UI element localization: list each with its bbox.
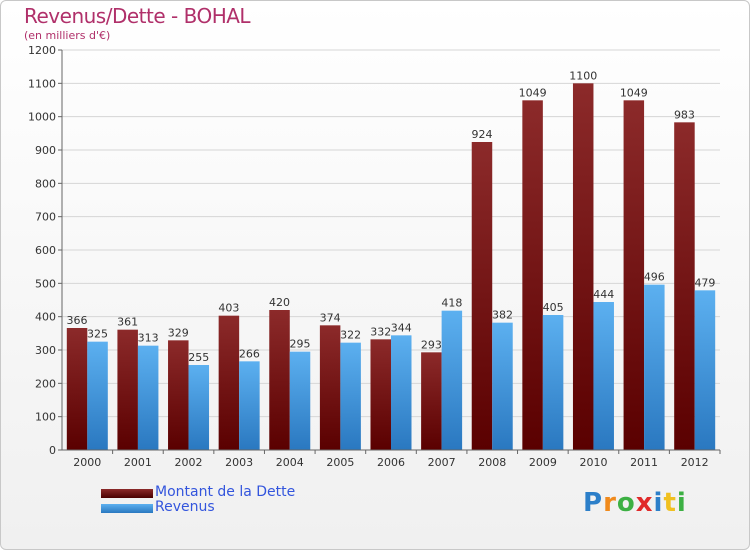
bar-debt <box>421 352 442 450</box>
bar-debt <box>674 122 695 450</box>
y-tick-label: 1100 <box>28 77 56 90</box>
data-label-revenue: 313 <box>138 332 159 345</box>
y-tick-label: 200 <box>35 377 56 390</box>
logo-letter: P <box>583 488 604 518</box>
data-label-debt: 361 <box>117 316 138 329</box>
bar-revenue <box>87 341 108 450</box>
bar-debt <box>66 328 88 450</box>
bar-revenue <box>593 302 614 450</box>
legend-label-debt: Montant de la Dette <box>155 484 296 500</box>
x-tick-label: 2009 <box>529 456 557 469</box>
logo-letter: i <box>676 488 687 518</box>
bar-debt <box>572 83 594 450</box>
y-tick-label: 100 <box>35 411 56 424</box>
y-tick-label: 500 <box>35 277 56 290</box>
bar-revenue <box>694 290 716 450</box>
data-label-revenue: 322 <box>340 329 361 342</box>
bar-revenue <box>441 310 463 450</box>
data-label-revenue: 382 <box>492 309 513 322</box>
logo-letter: o <box>616 488 636 518</box>
legend-swatch-revenue <box>101 504 153 513</box>
data-label-debt: 403 <box>218 302 239 315</box>
data-label-debt: 1100 <box>569 69 597 82</box>
y-tick-label: 700 <box>35 211 56 224</box>
x-tick-label: 2007 <box>428 456 456 469</box>
data-label-revenue: 496 <box>644 271 665 284</box>
y-tick-label: 800 <box>35 177 56 190</box>
data-label-debt: 329 <box>168 326 189 339</box>
data-label-revenue: 344 <box>391 321 412 334</box>
x-tick-label: 2002 <box>175 456 203 469</box>
x-tick-label: 2010 <box>579 456 607 469</box>
bar-debt <box>370 339 391 450</box>
y-tick-label: 300 <box>35 344 56 357</box>
bar-debt <box>269 310 290 450</box>
data-label-debt: 1049 <box>620 86 648 99</box>
data-label-debt: 420 <box>269 296 290 309</box>
logo-letter: i <box>653 488 664 518</box>
y-axis-ticks: 0 100 200 300 400 500 600 700 800 900 1000 1100 1200 <box>28 44 56 457</box>
chart-subtitle: (en milliers d'€) <box>24 29 111 42</box>
chart-title: Revenus/Dette - BOHAL <box>24 4 251 28</box>
data-label-debt: 983 <box>674 108 695 121</box>
data-label-debt: 924 <box>471 128 492 141</box>
bar-debt <box>218 315 240 450</box>
y-tick-label: 400 <box>35 311 56 324</box>
bar-revenue <box>137 345 159 450</box>
bar-debt <box>623 100 645 450</box>
bar-revenue <box>289 351 311 450</box>
x-axis-ticks: 2000 2001 2002 2003 2004 2005 2006 2007 2008 2009… <box>73 450 721 469</box>
data-label-revenue: 266 <box>239 347 260 360</box>
data-label-revenue: 405 <box>543 301 564 314</box>
y-tick-label: 1200 <box>28 44 56 57</box>
logo-letter: t <box>663 488 677 518</box>
bar-revenue <box>239 361 260 450</box>
x-tick-label: 2008 <box>478 456 506 469</box>
bar-debt <box>168 340 189 450</box>
legend-label-revenue: Revenus <box>155 499 215 515</box>
y-tick-label: 600 <box>35 244 56 257</box>
bar-debt <box>522 100 543 450</box>
data-label-revenue: 255 <box>188 351 209 364</box>
x-tick-label: 2003 <box>225 456 253 469</box>
data-label-debt: 374 <box>320 311 341 324</box>
x-tick-label: 2004 <box>276 456 304 469</box>
data-label-revenue: 325 <box>87 328 108 341</box>
x-tick-label: 2006 <box>377 456 405 469</box>
data-label-revenue: 295 <box>290 338 311 351</box>
bar-revenue <box>644 284 665 450</box>
bar-debt <box>471 142 493 450</box>
bar-revenue <box>542 315 564 450</box>
x-tick-label: 2011 <box>630 456 658 469</box>
x-tick-label: 2012 <box>681 456 709 469</box>
logo-letter: x <box>635 488 654 518</box>
data-label-debt: 293 <box>421 338 442 351</box>
bar-revenue <box>340 342 361 450</box>
y-tick-label: 0 <box>49 444 56 457</box>
data-label-revenue: 418 <box>441 297 462 310</box>
legend-swatch-debt <box>101 489 153 498</box>
x-tick-label: 2001 <box>124 456 152 469</box>
bar-debt <box>117 329 138 450</box>
x-tick-label: 2000 <box>73 456 101 469</box>
bar-revenue <box>188 365 210 450</box>
data-label-debt: 1049 <box>519 86 547 99</box>
bar-debt <box>319 325 341 450</box>
data-label-revenue: 444 <box>593 288 614 301</box>
x-tick-label: 2005 <box>326 456 354 469</box>
y-tick-label: 900 <box>35 144 56 157</box>
bar-revenue <box>492 322 513 450</box>
data-label-debt: 332 <box>370 325 391 338</box>
bar-revenue <box>391 335 412 450</box>
data-label-revenue: 479 <box>694 276 715 289</box>
logo-letter: r <box>603 488 617 518</box>
data-label-debt: 366 <box>67 314 88 327</box>
y-tick-label: 1000 <box>28 111 56 124</box>
proxiti-logo: Proxiti <box>583 488 687 518</box>
